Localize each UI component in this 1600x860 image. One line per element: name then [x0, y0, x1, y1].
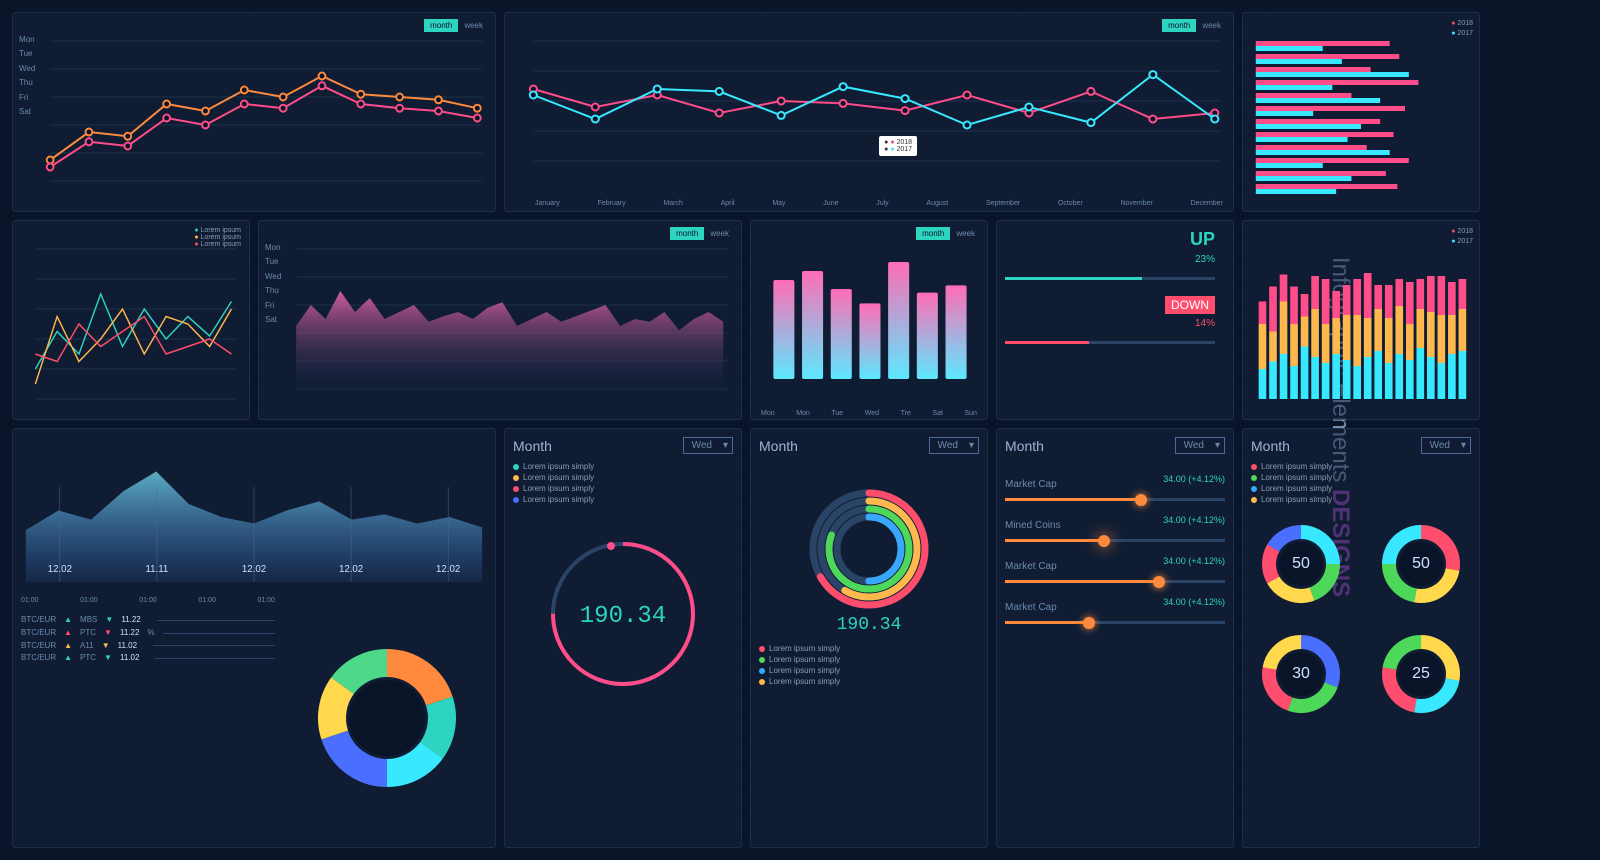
chart-multi-line: ● Lorem ipsum● Lorem ipsum● Lorem ipsum: [12, 220, 250, 420]
down-label: DOWN: [1165, 296, 1215, 314]
slider[interactable]: Market Cap34.00 (+4.12%): [1005, 556, 1225, 583]
svg-text:190.34: 190.34: [837, 615, 902, 634]
ring-chart: 190.34: [533, 524, 713, 704]
chart-line-1: monthweek MonTueWedThuFriSat: [12, 12, 496, 212]
select[interactable]: Wed: [1175, 437, 1225, 454]
panel-donuts-4: MonthWed Lorem ipsum simplyLorem ipsum s…: [1242, 428, 1480, 848]
svg-text:12.02: 12.02: [242, 564, 266, 575]
svg-text:12.02: 12.02: [48, 564, 72, 575]
ticker-table: BTC/EUR▲MBS▼11.22BTC/EUR▲PTC▼11.22%BTC/E…: [21, 614, 275, 665]
time-labels: 01:0001:0001:0001:0001:00: [21, 597, 275, 604]
legend: 20182017: [1451, 19, 1473, 39]
x-labels: JanuaryFebruaryMarchAprilMayJuneJulyAugu…: [535, 200, 1223, 207]
chart-line-2: monthweek ● 2018 ● 2017 JanuaryFebruaryM…: [504, 12, 1234, 212]
legend-years: ● 2018 ● 2017: [879, 136, 917, 156]
slider[interactable]: Market Cap34.00 (+4.12%): [1005, 597, 1225, 624]
panel-wave-donut: 12.02 11.11 12.02 12.02 12.02 01:0001:0001:0…: [12, 428, 496, 848]
arc-chart: 190.34: [784, 464, 954, 634]
y-labels: MonTueWedThuFriSat: [19, 33, 35, 119]
legend: Lorem ipsum simplyLorem ipsum simplyLore…: [759, 644, 979, 686]
up-down-panel: UP 23% DOWN 14%: [996, 220, 1234, 420]
donut-2: 30: [1256, 629, 1346, 719]
legend: ● Lorem ipsum● Lorem ipsum● Lorem ipsum: [194, 227, 241, 248]
panel-month-arcs: MonthWed 190.34 Lorem ipsum simplyLorem …: [750, 428, 988, 848]
svg-text:12.02: 12.02: [339, 564, 363, 575]
x-labels: MonMonTueWedTreSatSun: [761, 410, 977, 417]
toggle[interactable]: monthweek: [916, 227, 981, 240]
legend: 20182017: [1451, 227, 1473, 247]
donut-1: 50: [1376, 519, 1466, 609]
select[interactable]: Wed: [683, 437, 733, 454]
up-label: UP: [1005, 229, 1215, 250]
donut-3: 25: [1376, 629, 1466, 719]
svg-text:12.02: 12.02: [436, 564, 460, 575]
ring-value: 190.34: [580, 603, 666, 630]
chart-area: monthweek MonTueWedThuFriSat: [258, 220, 742, 420]
select[interactable]: Wed: [1421, 437, 1471, 454]
slider[interactable]: Market Cap34.00 (+4.12%): [1005, 474, 1225, 501]
svg-text:11.11: 11.11: [146, 564, 169, 575]
panel-month-ring1: MonthWed Lorem ipsum simplyLorem ipsum s…: [504, 428, 742, 848]
y-labels: MonTueWedThuFriSat: [265, 241, 281, 327]
legend: Lorem ipsum simplyLorem ipsum simplyLore…: [1251, 462, 1471, 504]
toggle[interactable]: monthweek: [424, 19, 489, 32]
chart-stacked-bars: 20182017: [1242, 220, 1480, 420]
donut-0: 50: [1256, 519, 1346, 609]
legend: Lorem ipsum simplyLorem ipsum simplyLore…: [513, 462, 733, 504]
slider[interactable]: Mined Coins34.00 (+4.12%): [1005, 515, 1225, 542]
chart-bars-days: monthweek MonMonTueWedTreSatSun: [750, 220, 988, 420]
panel-sliders: MonthWed Market Cap34.00 (+4.12%) Mined …: [996, 428, 1234, 848]
toggle[interactable]: monthweek: [670, 227, 735, 240]
chart-hbar: 20182017: [1242, 12, 1480, 212]
select[interactable]: Wed: [929, 437, 979, 454]
toggle[interactable]: monthweek: [1162, 19, 1227, 32]
